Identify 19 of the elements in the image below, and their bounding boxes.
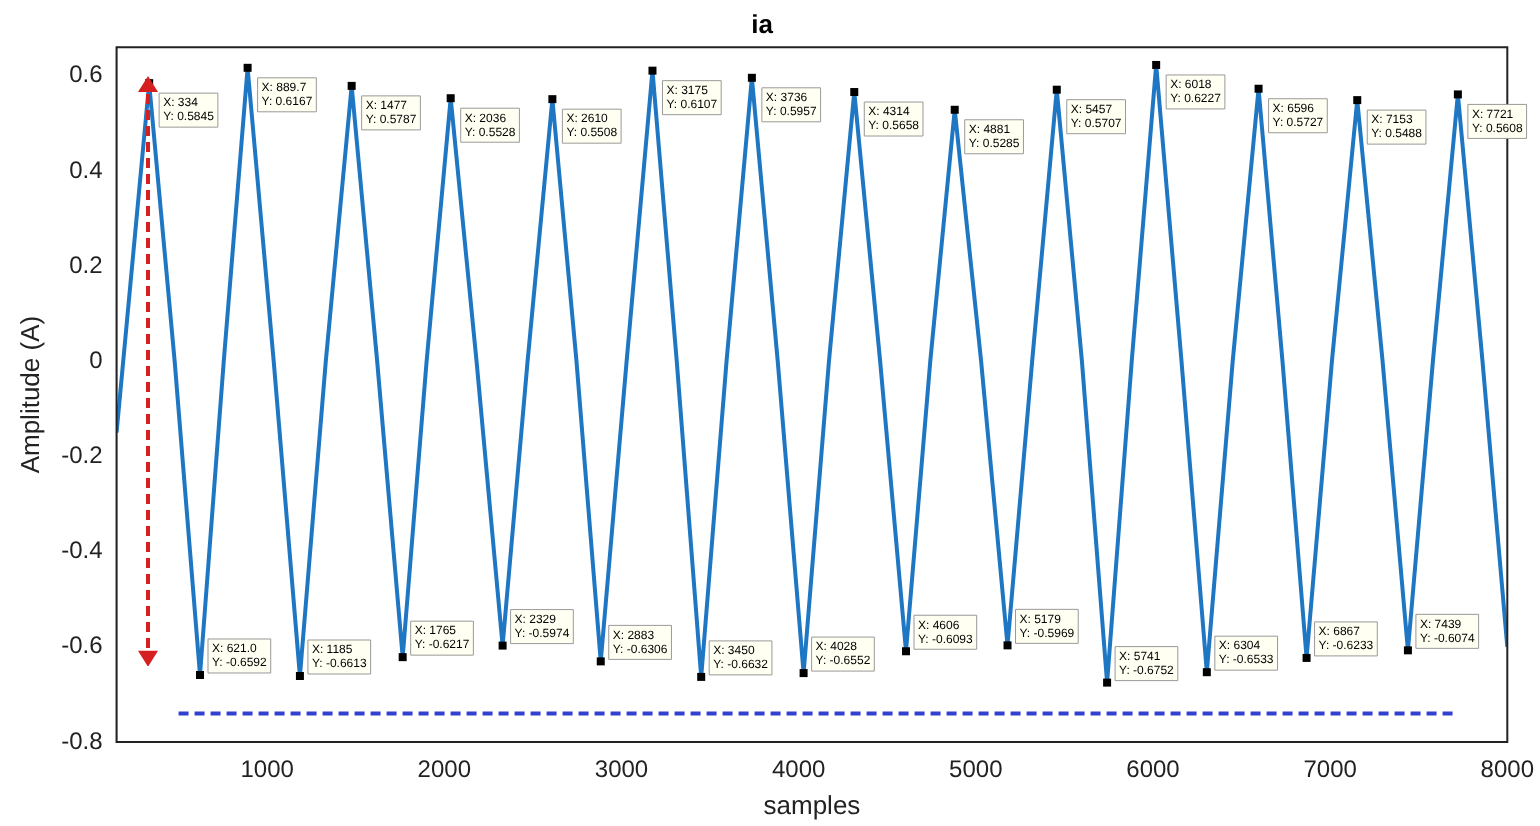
y-tick-label: -0.2 xyxy=(61,441,104,470)
x-tick-label: 8000 xyxy=(1480,755,1535,784)
x-axis-title: samples xyxy=(763,789,862,820)
y-axis-title: Amplitude (A) xyxy=(14,315,45,474)
y-tick-label: 0 xyxy=(89,345,104,374)
x-tick-label: 1000 xyxy=(240,755,295,784)
y-tick-label: -0.6 xyxy=(61,631,104,660)
y-tick-label: -0.4 xyxy=(61,536,104,565)
x-tick-label: 2000 xyxy=(417,755,472,784)
x-tick-label: 7000 xyxy=(1303,755,1358,784)
x-tick-label: 6000 xyxy=(1126,755,1181,784)
y-tick-label: 0.6 xyxy=(69,60,104,89)
y-tick-label: 0.2 xyxy=(69,250,104,279)
x-tick-label: 5000 xyxy=(949,755,1004,784)
x-tick-label: 3000 xyxy=(594,755,649,784)
chart-title: ia xyxy=(751,8,775,39)
y-tick-label: -0.8 xyxy=(61,726,104,755)
x-tick-label: 4000 xyxy=(771,755,826,784)
y-tick-label: 0.4 xyxy=(69,155,104,184)
